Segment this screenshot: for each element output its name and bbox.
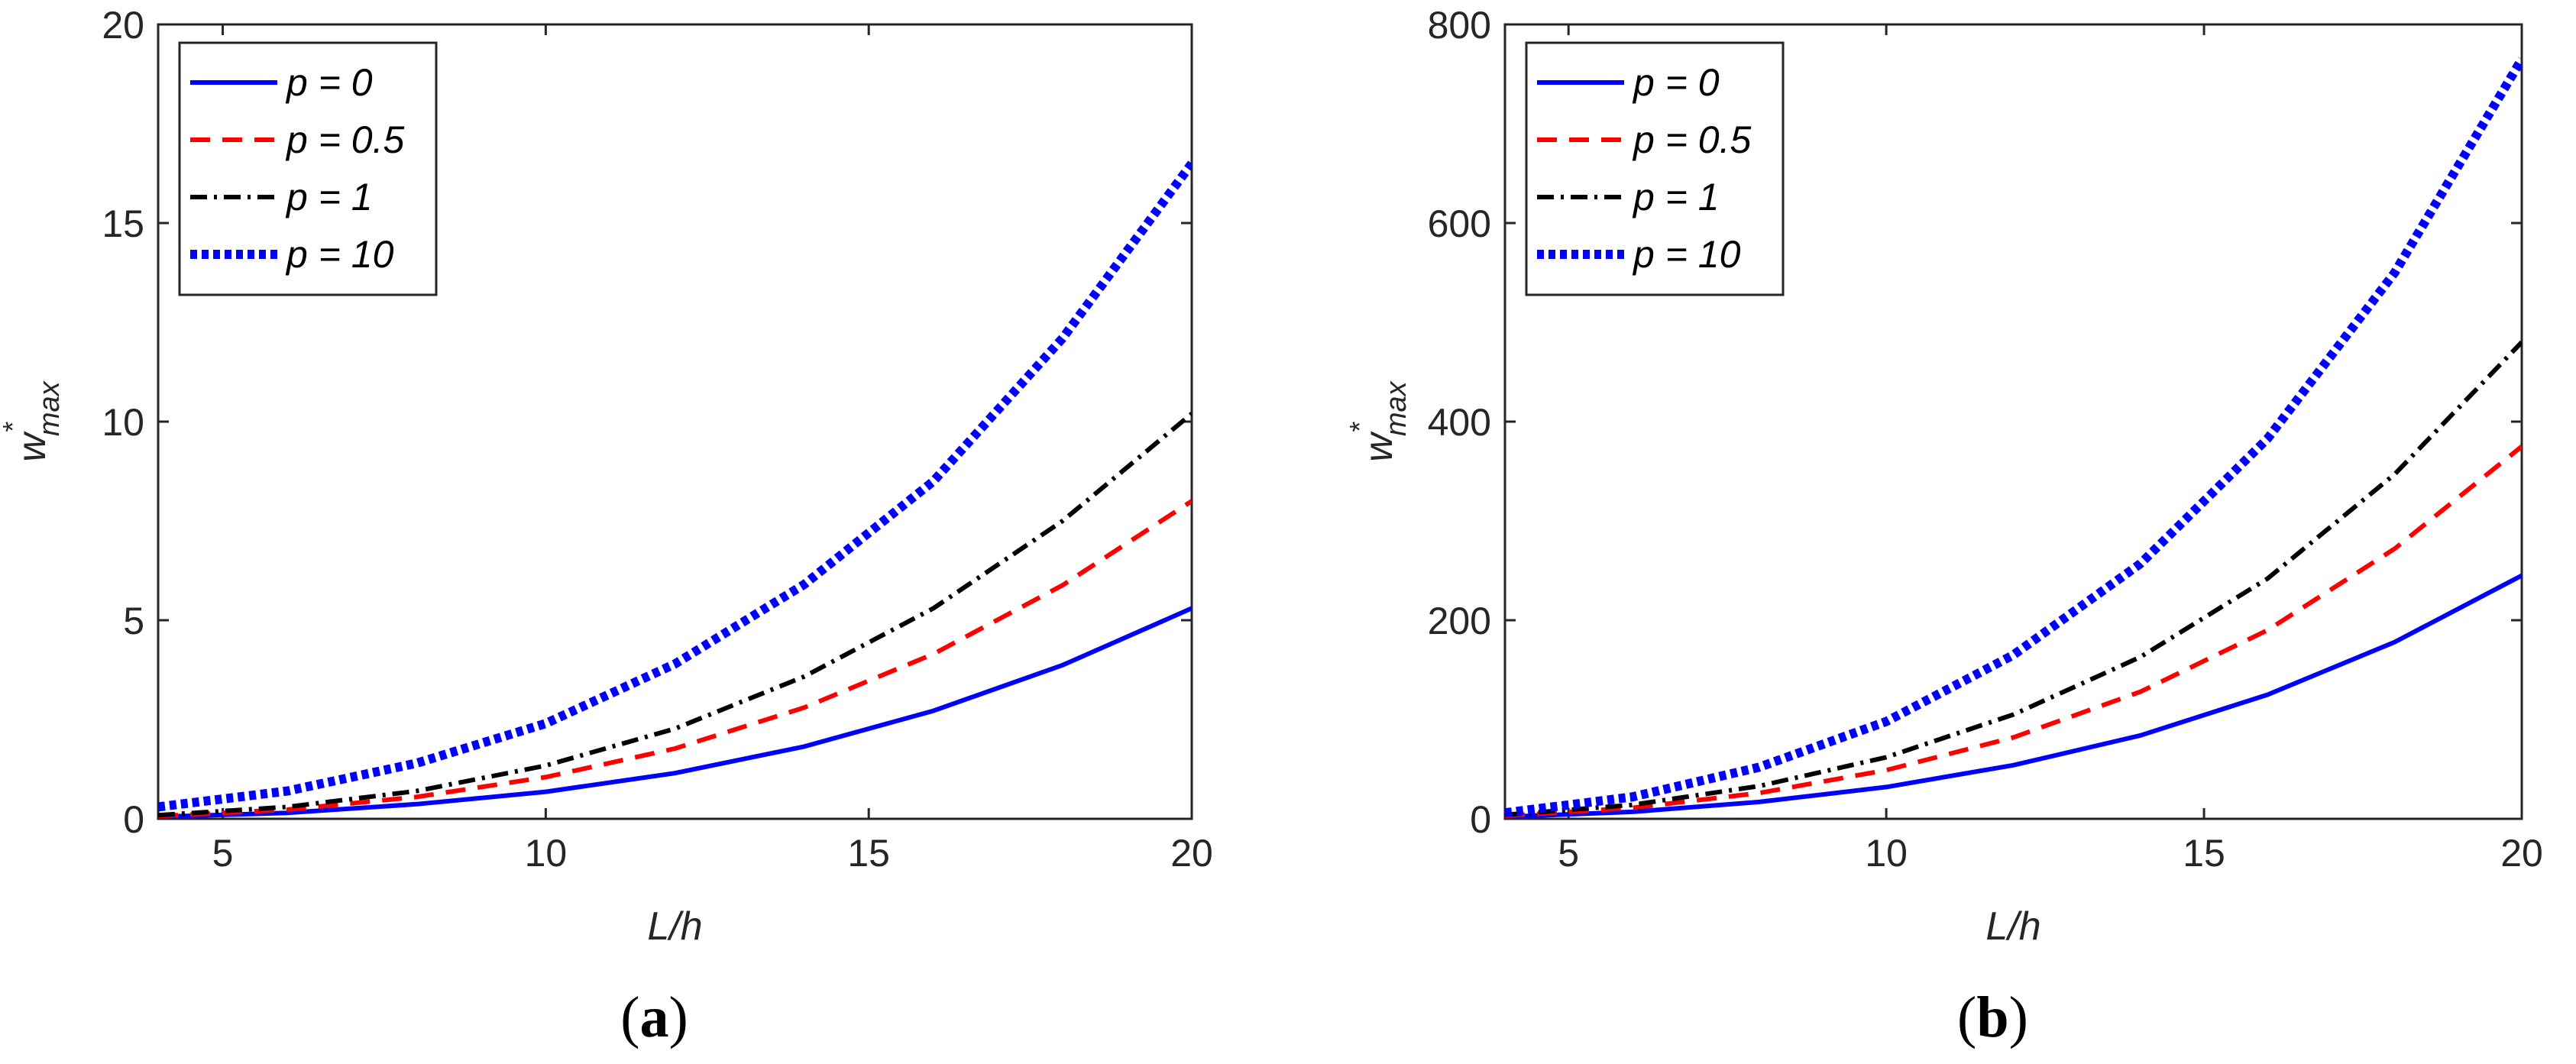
series-group — [158, 160, 1192, 819]
legend-label: p = 10 — [285, 233, 394, 276]
y-tick-label: 10 — [102, 401, 144, 444]
x-tick-label: 15 — [2183, 832, 2225, 875]
series-group — [1505, 57, 2522, 819]
y-axis-label-subscript: max — [1380, 380, 1413, 436]
series-line — [1505, 445, 2522, 819]
panel-label-letter: b — [1976, 985, 2008, 1049]
x-axis-label: L/h — [647, 904, 702, 949]
y-tick-label: 400 — [1428, 401, 1491, 444]
legend-label: p = 0.5 — [1632, 118, 1751, 161]
panel-label-open: ( — [620, 985, 639, 1049]
y-axis-label-base: w — [10, 431, 54, 462]
panel-label-close: ) — [2009, 985, 2028, 1049]
legend-label: p = 0 — [1632, 61, 1720, 104]
y-tick-label: 20 — [102, 4, 144, 47]
x-tick-label: 20 — [2500, 832, 2543, 875]
x-tick-label: 20 — [1170, 832, 1213, 875]
series-line — [1505, 340, 2522, 817]
y-axis-label-superscript: * — [0, 422, 28, 433]
y-tick-label: 200 — [1428, 600, 1491, 642]
y-axis-label: w* max — [1344, 380, 1413, 461]
legend: p = 0 p = 0.5 p = 1 p = 10 — [178, 41, 438, 296]
series-line — [1505, 573, 2522, 819]
y-axis-label: w* max — [0, 380, 66, 461]
y-axis-label-base: w — [1357, 431, 1401, 462]
legend-label: p = 0 — [285, 61, 373, 104]
legend: p = 0 p = 0.5 p = 1 p = 10 — [1525, 41, 1785, 296]
panel-label-close: ) — [669, 985, 688, 1049]
x-tick-label: 5 — [212, 832, 234, 875]
panel-label: (b) — [1957, 985, 2028, 1049]
y-axis-label-superscript: * — [1344, 422, 1375, 433]
chart-panel-a: 5 10 15 20 0 5 10 15 20 p = 0 p = 0.5 p = 1 p = 10 L/… — [0, 4, 1213, 1049]
x-tick-label: 10 — [1865, 832, 1908, 875]
x-tick-label: 5 — [1558, 832, 1579, 875]
x-tick-label: 10 — [525, 832, 568, 875]
y-tick-label: 0 — [123, 798, 144, 841]
x-tick-label: 15 — [847, 832, 890, 875]
y-tick-label: 800 — [1428, 4, 1491, 47]
legend-label: p = 1 — [285, 176, 373, 218]
x-axis-label: L/h — [1985, 904, 2040, 949]
y-tick-label: 0 — [1470, 798, 1491, 841]
legend-label: p = 0.5 — [285, 118, 404, 161]
series-line — [158, 412, 1192, 818]
series-line — [1505, 57, 2522, 818]
series-line — [158, 499, 1192, 819]
panel-label-letter: a — [640, 985, 669, 1049]
panel-label-open: ( — [1957, 985, 1976, 1049]
series-line — [158, 160, 1192, 812]
y-tick-label: 600 — [1428, 202, 1491, 245]
y-axis-label-subscript: max — [34, 380, 66, 436]
panel-label: (a) — [620, 985, 688, 1049]
y-tick-label: 15 — [102, 202, 144, 245]
legend-label: p = 10 — [1632, 233, 1741, 276]
series-line — [158, 606, 1192, 819]
legend-label: p = 1 — [1632, 176, 1720, 218]
y-tick-label: 5 — [123, 600, 144, 642]
